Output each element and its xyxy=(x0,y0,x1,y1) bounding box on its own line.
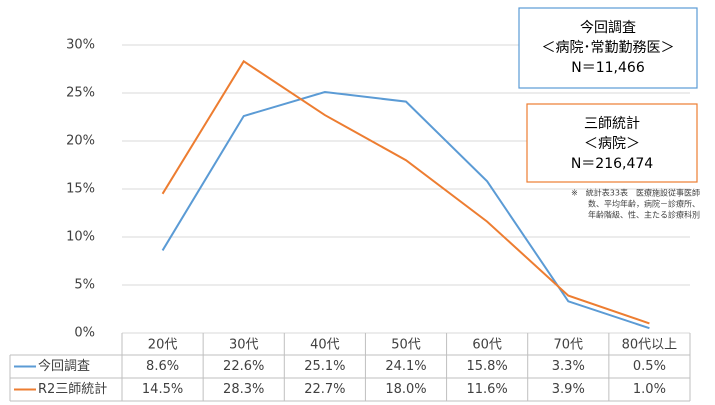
table-value: 28.3% xyxy=(223,382,264,397)
x-tick-label: 80代以上 xyxy=(622,338,678,353)
table-value: 8.6% xyxy=(146,359,179,374)
y-tick-label: 0% xyxy=(74,326,95,341)
table-value: 25.1% xyxy=(304,359,345,374)
annotation-text: N＝216,474 xyxy=(571,156,653,172)
annotation-box xyxy=(526,103,698,183)
y-tick-label: 15% xyxy=(66,182,95,197)
table-value: 14.5% xyxy=(142,382,183,397)
y-tick-label: 20% xyxy=(66,134,95,149)
y-tick-label: 10% xyxy=(66,230,95,245)
legend-label: R2三師統計 xyxy=(38,381,107,397)
y-tick-label: 30% xyxy=(66,38,95,53)
y-tick-label: 5% xyxy=(74,278,95,293)
annotation-text: 三師統計 xyxy=(584,116,640,132)
x-tick-label: 30代 xyxy=(229,338,259,353)
note-text: ※ 統計表33表 医療施設従事医師 xyxy=(571,188,700,198)
table-value: 22.6% xyxy=(223,359,264,374)
table-value: 3.9% xyxy=(552,382,585,397)
table-value: 0.5% xyxy=(633,359,666,374)
annotation-box xyxy=(518,7,698,89)
table-value: 3.3% xyxy=(552,359,585,374)
x-tick-label: 50代 xyxy=(391,338,421,353)
x-tick-label: 40代 xyxy=(310,338,340,353)
annotation-text: ＜病院＞ xyxy=(584,136,640,152)
y-tick-label: 25% xyxy=(66,86,95,101)
note-text: 数、平均年齢，病院－診療所、 xyxy=(588,199,700,209)
table-value: 22.7% xyxy=(304,382,345,397)
x-tick-label: 60代 xyxy=(472,338,502,353)
x-tick-label: 20代 xyxy=(148,338,178,353)
table-value: 1.0% xyxy=(633,382,666,397)
series-line xyxy=(161,59,650,325)
annotation-text: ＜病院･常勤勤務医＞ xyxy=(542,40,675,56)
series-line xyxy=(161,91,650,330)
legend-label: 今回調査 xyxy=(38,358,90,374)
table-value: 11.6% xyxy=(466,382,507,397)
table-value: 15.8% xyxy=(466,359,507,374)
annotation-text: 今回調査 xyxy=(580,20,636,36)
annotation-text: N＝11,466 xyxy=(571,60,645,76)
x-tick-label: 70代 xyxy=(554,338,584,353)
table-value: 18.0% xyxy=(385,382,426,397)
table-value: 24.1% xyxy=(385,359,426,374)
note-text: 年齢階級、性、主たる診療科別 xyxy=(588,210,700,220)
